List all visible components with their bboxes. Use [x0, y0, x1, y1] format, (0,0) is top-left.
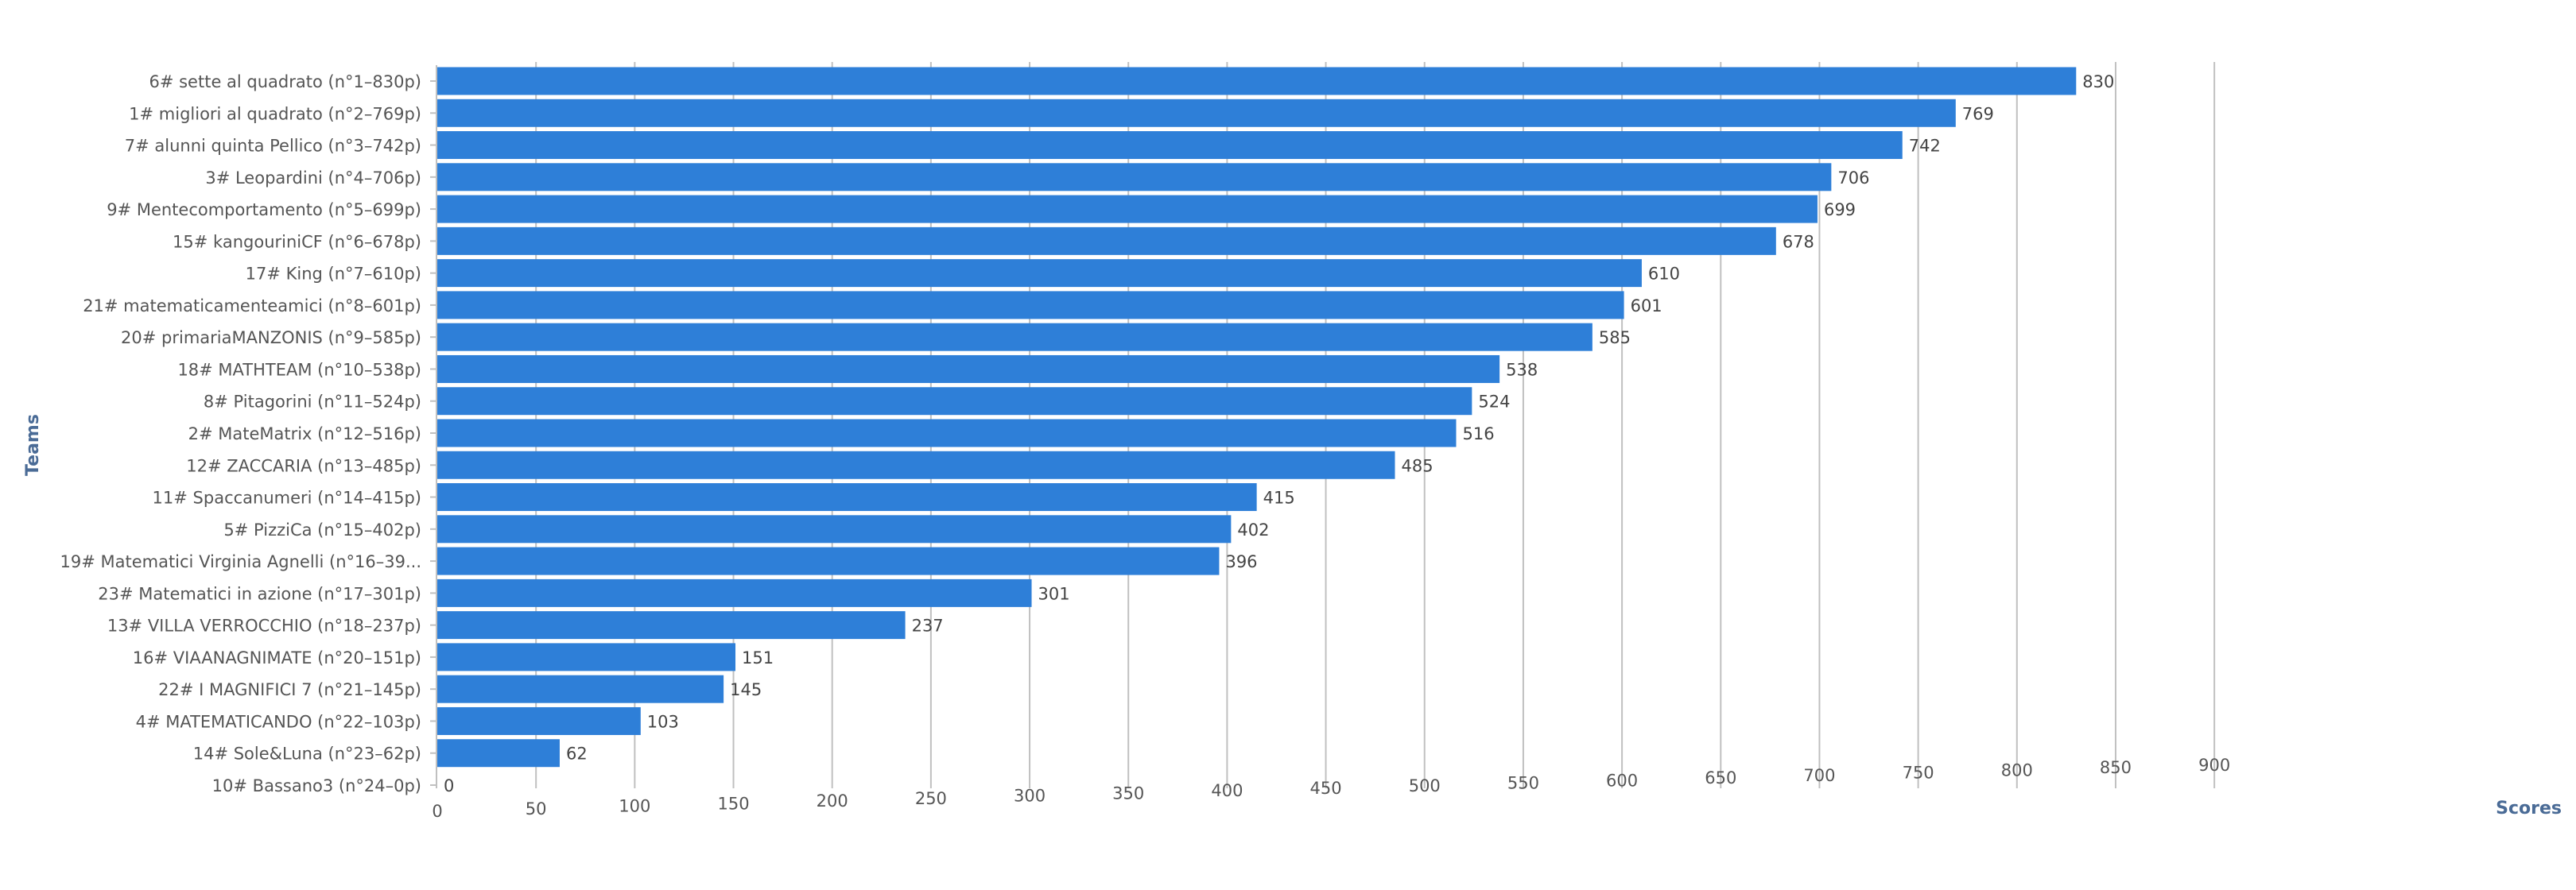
bar-13: [437, 451, 1395, 479]
x-tick-label-750: 750: [1903, 764, 1934, 783]
bar-value-label-14: 415: [1263, 489, 1295, 508]
bars: [437, 67, 2077, 768]
category-label-5: 9# Mentecomportamento (n°5–699p): [107, 200, 421, 219]
bar-value-label-16: 396: [1225, 552, 1257, 571]
bar-9: [437, 323, 1593, 351]
category-label-14: 11# Spaccanumeri (n°14–415p): [153, 489, 421, 508]
category-label-15: 5# PizziCa (n°15–402p): [223, 520, 421, 540]
category-label-13: 12# ZACCARIA (n°13–485p): [186, 456, 421, 475]
bar-value-label-12: 516: [1462, 424, 1494, 443]
x-tick-label-550: 550: [1507, 774, 1539, 793]
x-tick-label-450: 450: [1310, 779, 1342, 798]
category-label-19: 16# VIAANAGNIMATE (n°20–151p): [133, 648, 421, 668]
bar-19: [437, 643, 736, 671]
bar-value-label-6: 678: [1783, 232, 1814, 251]
x-tick-label-0: 0: [432, 802, 442, 821]
bar-10: [437, 354, 1500, 383]
x-tick-label-250: 250: [915, 789, 947, 808]
bar-value-label-20: 145: [730, 680, 762, 699]
x-tick-labels: 0 50 100 150 200 250 300 350 400 450 500 550 600 650 7…: [432, 756, 2230, 821]
bar-20: [437, 675, 724, 703]
bar-value-label-4: 706: [1837, 168, 1869, 188]
category-label-10: 18# MATHTEAM (n°10–538p): [177, 360, 421, 379]
category-labels: 6# sette al quadrato (n°1–830p) 1# miglio…: [60, 72, 436, 795]
category-label-21: 4# MATEMATICANDO (n°22–103p): [136, 712, 421, 731]
bar-value-label-1: 830: [2082, 72, 2114, 91]
category-label-8: 21# matematicamenteamici (n°8–601p): [83, 296, 421, 315]
x-tick-label-800: 800: [2001, 760, 2033, 780]
bar-value-label-18: 237: [912, 617, 944, 636]
bar-21: [437, 706, 641, 735]
category-label-3: 7# alunni quinta Pellico (n°3–742p): [125, 137, 421, 156]
x-tick-label-900: 900: [2198, 756, 2230, 775]
bar-8: [437, 291, 1624, 319]
bar-value-label-22: 62: [566, 745, 588, 764]
bar-value-label-5: 699: [1824, 200, 1856, 219]
x-axis-title: Scores: [2496, 799, 2562, 818]
category-label-1: 6# sette al quadrato (n°1–830p): [149, 72, 421, 91]
category-label-18: 13# VILLA VERROCCHIO (n°18–237p): [107, 617, 421, 636]
category-label-4: 3# Leopardini (n°4–706p): [205, 168, 421, 188]
category-label-7: 17# King (n°7–610p): [246, 265, 421, 284]
x-tick-label-150: 150: [717, 794, 749, 813]
bar-15: [437, 515, 1232, 544]
x-tick-label-500: 500: [1409, 776, 1441, 795]
bar-7: [437, 259, 1642, 288]
bar-16: [437, 547, 1220, 575]
bar-value-label-23: 0: [444, 776, 454, 795]
x-tick-label-200: 200: [817, 791, 848, 811]
x-tick-label-50: 50: [526, 799, 547, 818]
bar-value-label-21: 103: [647, 712, 679, 731]
bar-value-label-7: 610: [1648, 265, 1680, 284]
bar-value-label-19: 151: [742, 648, 774, 668]
x-tick-label-600: 600: [1606, 771, 1638, 790]
category-label-20: 22# I MAGNIFICI 7 (n°21–145p): [158, 680, 421, 699]
bar-value-label-9: 585: [1599, 328, 1631, 347]
bar-value-label-13: 485: [1401, 456, 1433, 475]
x-tick-label-300: 300: [1014, 787, 1046, 806]
y-axis-title: Teams: [23, 414, 43, 476]
x-tick-label-100: 100: [619, 797, 650, 816]
bar-22: [437, 739, 560, 768]
bar-12: [437, 419, 1457, 447]
bar-value-label-17: 301: [1038, 584, 1070, 603]
category-label-11: 8# Pitagorini (n°11–524p): [204, 393, 421, 412]
category-label-22: 14# Sole&Luna (n°23–62p): [193, 745, 421, 764]
bar-11: [437, 387, 1472, 416]
bar-1: [437, 67, 2077, 95]
x-tick-label-850: 850: [2100, 758, 2132, 777]
bar-value-label-11: 524: [1478, 393, 1510, 412]
bar-5: [437, 195, 1818, 223]
x-tick-label-350: 350: [1112, 784, 1144, 803]
bar-value-label-15: 402: [1237, 520, 1269, 540]
bar-value-label-10: 538: [1506, 360, 1538, 379]
category-label-17: 23# Matematici in azione (n°17–301p): [98, 584, 421, 603]
category-label-6: 15# kangouriniCF (n°6–678p): [173, 232, 421, 251]
category-label-12: 2# MateMatrix (n°12–516p): [188, 424, 421, 443]
bar-14: [437, 483, 1257, 512]
x-tick-label-700: 700: [1803, 766, 1835, 785]
bar-17: [437, 578, 1032, 607]
bar-2: [437, 99, 1956, 127]
category-label-16: 19# Matematici Virginia Agnelli (n°16–39…: [60, 552, 421, 571]
bar-value-label-3: 742: [1909, 137, 1941, 156]
bar-18: [437, 611, 906, 640]
category-label-23: 10# Bassano3 (n°24–0p): [212, 776, 421, 795]
bar-value-label-8: 601: [1631, 296, 1662, 315]
x-tick-label-400: 400: [1211, 781, 1243, 800]
bar-6: [437, 226, 1776, 255]
category-label-9: 20# primariaMANZONIS (n°9–585p): [121, 328, 421, 347]
bar-value-label-2: 769: [1962, 104, 1994, 123]
bar-4: [437, 163, 1832, 192]
x-tick-label-650: 650: [1705, 768, 1736, 787]
category-label-2: 1# migliori al quadrato (n°2–769p): [129, 104, 421, 123]
bar-3: [437, 131, 1903, 160]
